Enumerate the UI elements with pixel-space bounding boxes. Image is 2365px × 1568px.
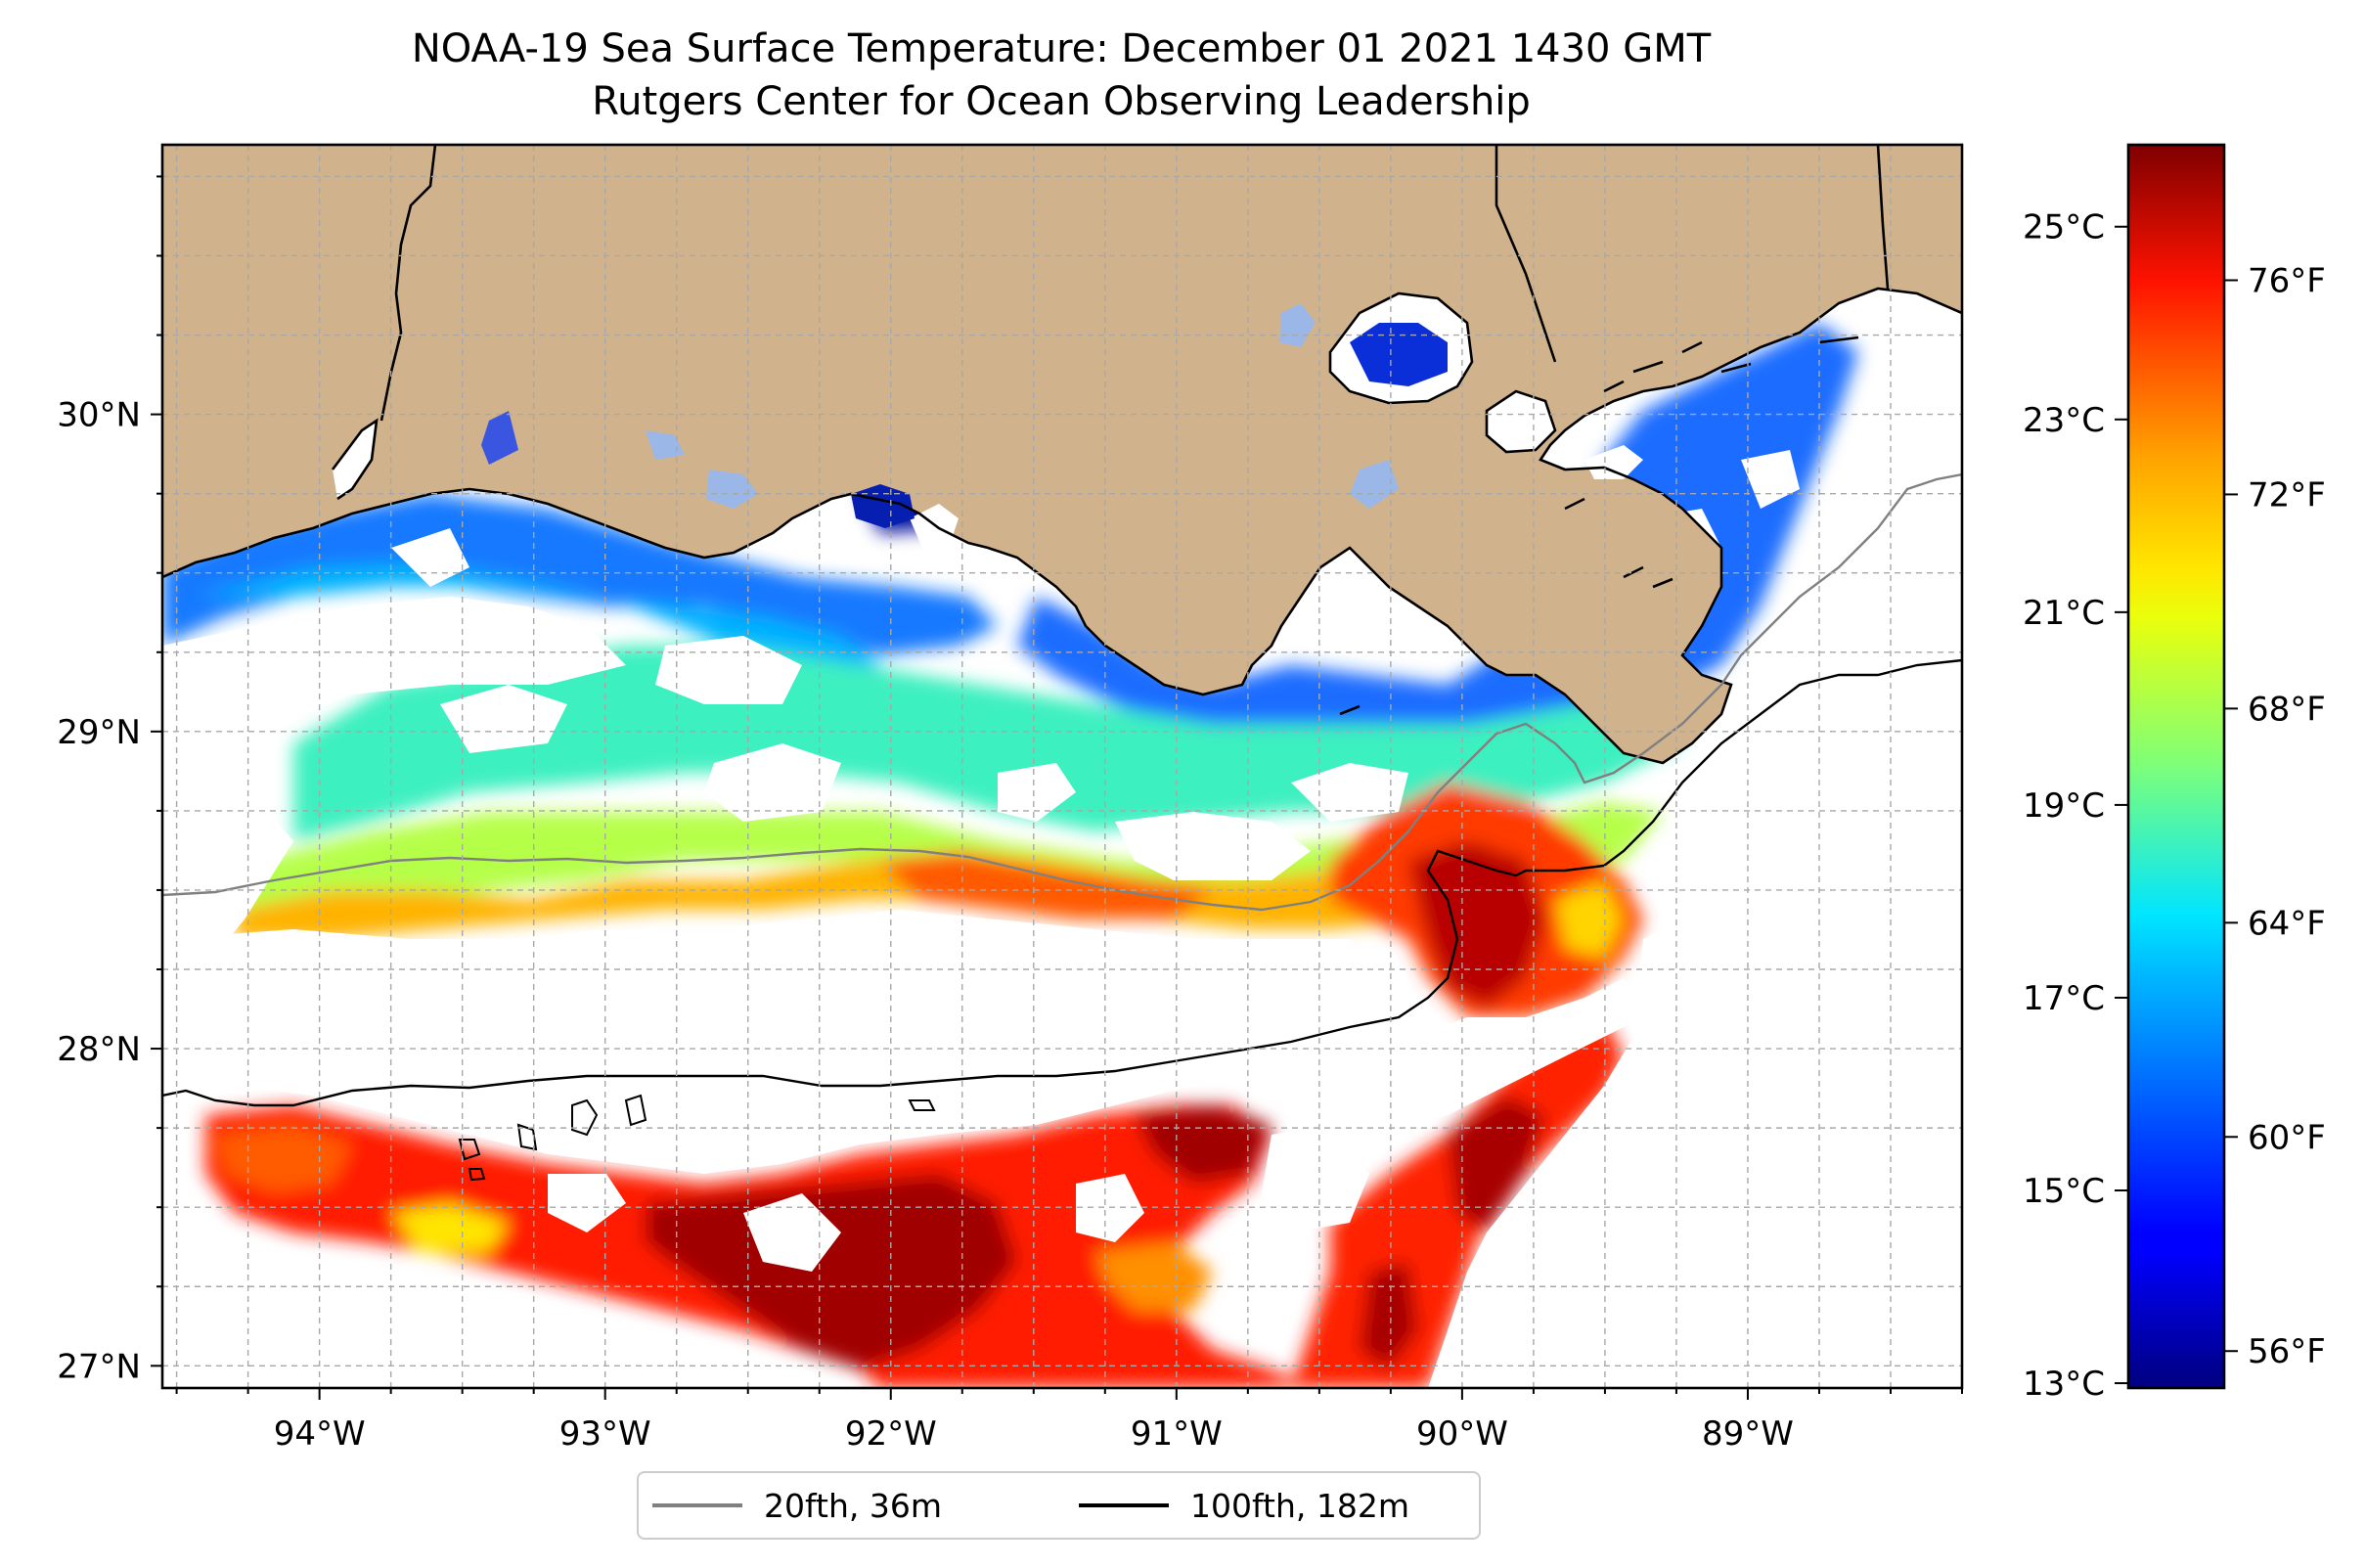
map-frame — [160, 143, 1964, 1390]
lon-tick-label: 89°W — [1702, 1414, 1794, 1454]
colorbar-fahrenheit-label: 64°F — [2248, 904, 2326, 943]
colorbar-celsius-label: 15°C — [2023, 1172, 2105, 1211]
legend-item-100fth: 100fth, 182m — [1079, 1473, 1409, 1538]
isobath-100fth-bank — [458, 1094, 936, 1182]
lon-tick-label: 92°W — [845, 1414, 937, 1454]
no-data-gaps — [162, 450, 1962, 1388]
colorbar-frame — [2126, 143, 2226, 1390]
colorbar-celsius-label: 19°C — [2023, 786, 2105, 826]
lon-tick-label: 93°W — [559, 1414, 651, 1454]
isobath-20fth — [162, 472, 1962, 912]
legend: 20fth, 36m 100fth, 182m — [637, 1471, 1481, 1540]
colorbar-celsius-label: 17°C — [2023, 979, 2105, 1018]
title-line-1: NOAA-19 Sea Surface Temperature: Decembe… — [411, 26, 1712, 71]
lat-tick-label: 28°N — [57, 1030, 141, 1069]
title-line-2: Rutgers Center for Ocean Observing Leade… — [592, 79, 1531, 124]
inland-water — [481, 303, 1448, 528]
lon-tick-label: 90°W — [1416, 1414, 1508, 1454]
colorbar-fahrenheit-label: 72°F — [2248, 475, 2326, 515]
colorbar-fahrenheit-label: 56°F — [2248, 1332, 2326, 1371]
lat-tick-label: 29°N — [57, 713, 141, 752]
colorbar-fahrenheit-label: 60°F — [2248, 1118, 2326, 1157]
coastline — [162, 145, 1962, 765]
colorbar-celsius-label: 25°C — [2023, 208, 2105, 247]
colorbar-fahrenheit-label: 68°F — [2248, 690, 2326, 729]
colorbar: 13°C 15°C 17°C 19°C 21°C 23°C 25°C 56°F 60°F 64°… — [2023, 143, 2326, 1404]
lat-tick-label: 27°N — [57, 1347, 141, 1386]
legend-swatch-100fth — [1079, 1503, 1169, 1507]
latitude-axis: 27°N 28°N 29°N 30°N — [57, 175, 162, 1386]
colorbar-celsius-axis: 13°C 15°C 17°C 19°C 21°C 23°C 25°C — [2023, 208, 2128, 1404]
isobath-100fth — [162, 658, 1962, 1107]
longitude-axis: 94°W 93°W 92°W 91°W 90°W 89°W — [175, 1388, 1963, 1454]
legend-label-20fth: 20fth, 36m — [764, 1486, 942, 1525]
legend-label-100fth: 100fth, 182m — [1190, 1486, 1409, 1525]
legend-swatch-20fth — [652, 1503, 742, 1507]
lon-tick-label: 91°W — [1131, 1414, 1223, 1454]
lon-tick-label: 94°W — [274, 1414, 366, 1454]
colorbar-gradient — [2128, 145, 2224, 1388]
legend-item-20fth: 20fth, 36m — [652, 1473, 942, 1538]
colorbar-celsius-label: 13°C — [2023, 1365, 2105, 1404]
colorbar-fahrenheit-label: 76°F — [2248, 261, 2326, 300]
colorbar-fahrenheit-axis: 56°F 60°F 64°F 68°F 72°F 76°F — [2224, 261, 2326, 1371]
colorbar-celsius-label: 23°C — [2023, 401, 2105, 440]
lat-tick-label: 30°N — [57, 396, 141, 435]
gridlines — [162, 145, 1962, 1388]
colorbar-celsius-label: 21°C — [2023, 594, 2105, 633]
map-panel — [160, 143, 1964, 1390]
